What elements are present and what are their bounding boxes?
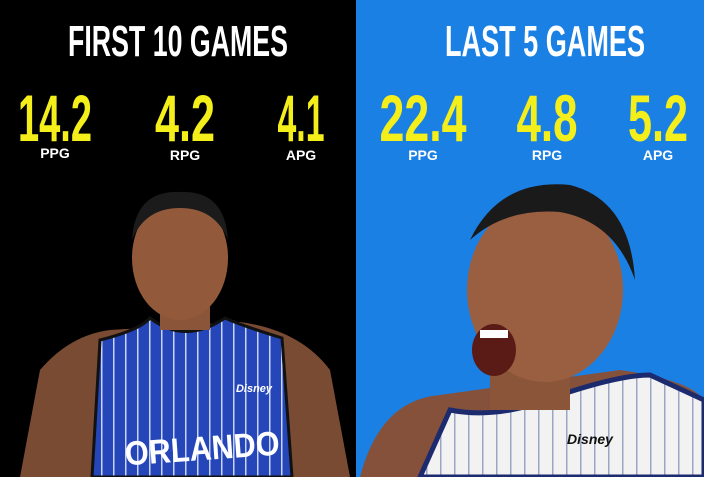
panel-title: LAST 5 GAMES [445,17,645,66]
stat-label: PPG [40,145,70,161]
stat-label: RPG [532,147,562,163]
stat-value: 4.8 [517,81,578,155]
stat-label: PPG [408,147,438,163]
stat-label: APG [643,147,673,163]
stat-value: 5.2 [628,81,688,155]
stat-value: 14.2 [18,81,92,155]
stat-label: RPG [170,147,200,163]
sponsor: Disney [567,431,614,447]
stat-value: 4.1 [278,81,325,155]
right-player: Disney [360,184,704,477]
sponsor: Disney [236,383,273,395]
panel-title: FIRST 10 GAMES [68,17,288,66]
left-player: ORLANDO Disney [20,191,350,477]
stat-value: 4.2 [155,81,215,155]
stat-label: APG [286,147,316,163]
stat-value: 22.4 [380,81,467,155]
